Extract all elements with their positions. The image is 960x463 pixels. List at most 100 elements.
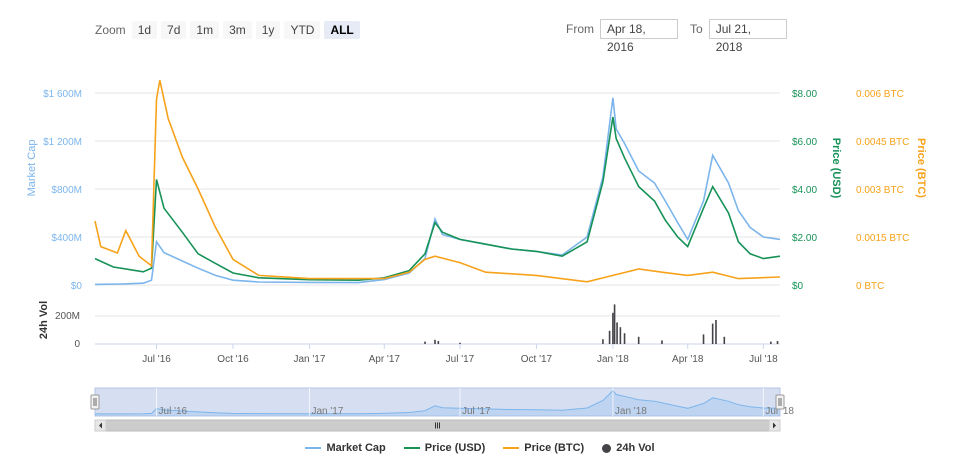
zoom-toolbar: Zoom 1d 7d 1m 3m 1y YTD ALL <box>95 19 364 41</box>
from-date-input[interactable]: Apr 18, 2016 <box>600 19 678 54</box>
price_btc-tick-label: 0.006 BTC <box>856 89 904 100</box>
volume-bar <box>637 336 640 344</box>
zoom-label: Zoom <box>95 23 126 37</box>
x-tick-label: Jan '17 <box>294 354 326 365</box>
volume-bar <box>715 320 717 344</box>
zoom-ytd-button[interactable]: YTD <box>284 21 321 39</box>
chevron-right-icon <box>773 422 776 429</box>
usd-axis-labels: $0 $2.00 $4.00 $6.00 $8.00 <box>792 89 817 292</box>
navigator-tick-label: Jul '18 <box>765 406 794 417</box>
legend: Market Cap Price (USD) Price (BTC) 24h V… <box>0 442 960 454</box>
volume-bar <box>616 322 618 344</box>
handle-body <box>775 394 785 410</box>
volume-bar <box>711 323 714 344</box>
volume-axis-title: 24h Vol <box>38 301 50 339</box>
price_usd-tick-label: $2.00 <box>792 233 817 244</box>
market-cap-axis-title: Market Cap <box>26 140 38 197</box>
to-date-input[interactable]: Jul 21, 2018 <box>708 19 787 54</box>
volume-bars <box>424 304 779 344</box>
legend-price-usd-swatch <box>403 447 420 449</box>
scrollbar[interactable] <box>94 419 781 432</box>
volume-bar <box>434 339 436 344</box>
zoom-7d-button[interactable]: 7d <box>161 21 187 39</box>
navigator-selection <box>94 387 781 417</box>
from-label: From <box>566 22 594 36</box>
price_usd-tick-label: $6.00 <box>792 137 817 148</box>
volume-bar <box>613 304 616 344</box>
market_cap-tick-label: $800M <box>51 185 82 196</box>
price-chart: $0$400M$800M$1 200M$1 600M $0$2.00$4.00$… <box>26 80 927 432</box>
zoom-1m-button[interactable]: 1m <box>190 21 220 39</box>
legend-market-cap[interactable]: Market Cap <box>305 442 386 454</box>
legend-price-btc[interactable]: Price (BTC) <box>503 442 584 454</box>
volume-axis-labels: 0 200M <box>55 311 80 350</box>
chevron-left-icon <box>99 422 102 429</box>
usd-axis-title: Price (USD) <box>830 138 842 199</box>
btc-axis-labels: 0 BTC 0.0015 BTC 0.003 BTC 0.0045 BTC 0.006 … <box>856 89 909 292</box>
btc-axis-title: Price (BTC) <box>915 138 927 198</box>
navigator-tick-label: Jan '18 <box>615 406 647 417</box>
x-tick-label: Apr '17 <box>369 354 401 365</box>
volume-bar <box>702 334 705 344</box>
volume-tick-label: 200M <box>55 311 80 322</box>
volume-bar <box>623 333 626 344</box>
price_usd-tick-label: $4.00 <box>792 185 817 196</box>
navigator-left-handle[interactable] <box>90 394 100 410</box>
x-tick-label: Jan '18 <box>597 354 629 365</box>
legend-price-usd[interactable]: Price (USD) <box>403 442 486 454</box>
volume-tick-label: 0 <box>74 339 80 350</box>
grid-lines <box>95 92 780 345</box>
navigator-right-handle[interactable] <box>775 394 785 410</box>
handle-body <box>90 394 100 410</box>
zoom-1d-button[interactable]: 1d <box>131 21 158 39</box>
x-tick-label: Oct '17 <box>521 354 553 365</box>
navigator[interactable]: Jul '16 Jan '17 Jul '17 Jan '18 Jul '18 <box>90 387 794 417</box>
legend-volume-label: 24h Vol <box>616 442 655 454</box>
price_btc-tick-label: 0.0045 BTC <box>856 137 909 148</box>
x-tick-label: Oct '16 <box>217 354 249 365</box>
zoom-3m-button[interactable]: 3m <box>223 21 252 39</box>
volume-bar <box>661 340 663 344</box>
volume-bar <box>437 341 440 344</box>
market-cap-axis-labels: $0 $400M $800M $1 200M $1 600M <box>43 89 82 292</box>
x-tick-label: Jul '16 <box>142 354 171 365</box>
date-range: From Apr 18, 2016 To Jul 21, 2018 <box>566 19 787 54</box>
x-tick-label: Jul '18 <box>749 354 778 365</box>
volume-bar <box>619 327 622 344</box>
legend-volume[interactable]: 24h Vol <box>602 442 655 454</box>
zoom-all-button[interactable]: ALL <box>324 21 360 39</box>
to-label: To <box>690 22 703 36</box>
navigator-area <box>95 390 780 416</box>
price_btc-tick-label: 0 BTC <box>856 281 884 292</box>
series-lines <box>94 80 781 286</box>
market_cap-tick-label: $0 <box>71 281 83 292</box>
volume-bar <box>602 339 604 344</box>
volume-bar <box>770 341 772 344</box>
legend-price-btc-swatch <box>503 447 520 449</box>
zoom-1y-button[interactable]: 1y <box>255 21 281 39</box>
x-tick-label: Apr '18 <box>672 354 704 365</box>
legend-market-cap-swatch <box>305 447 322 449</box>
market_cap-tick-label: $400M <box>51 233 82 244</box>
volume-bar <box>424 341 426 344</box>
x-axis-labels: Jul '16 Oct '16 Jan '17 Apr '17 Jul '17 Oct '… <box>142 344 778 365</box>
price_usd-tick-label: $8.00 <box>792 89 817 100</box>
volume-bar <box>608 330 611 344</box>
navigator-tick-label: Jul '16 <box>159 406 188 417</box>
volume-bar <box>723 336 726 344</box>
legend-price-btc-label: Price (BTC) <box>524 442 585 454</box>
legend-price-usd-label: Price (USD) <box>424 442 486 454</box>
volume-bar <box>459 342 461 344</box>
legend-volume-dot <box>602 443 612 453</box>
navigator-tick-label: Jul '17 <box>462 406 491 417</box>
price_btc-tick-label: 0.0015 BTC <box>856 233 909 244</box>
price_usd-tick-label: $0 <box>792 281 804 292</box>
legend-market-cap-label: Market Cap <box>326 442 386 454</box>
market_cap-tick-label: $1 200M <box>43 137 82 148</box>
navigator-line <box>95 389 781 415</box>
x-tick-label: Jul '17 <box>446 354 475 365</box>
price_usd-series-line <box>94 116 781 282</box>
volume-bar <box>776 341 779 344</box>
price_btc-series-line <box>94 80 781 283</box>
price_btc-tick-label: 0.003 BTC <box>856 185 904 196</box>
